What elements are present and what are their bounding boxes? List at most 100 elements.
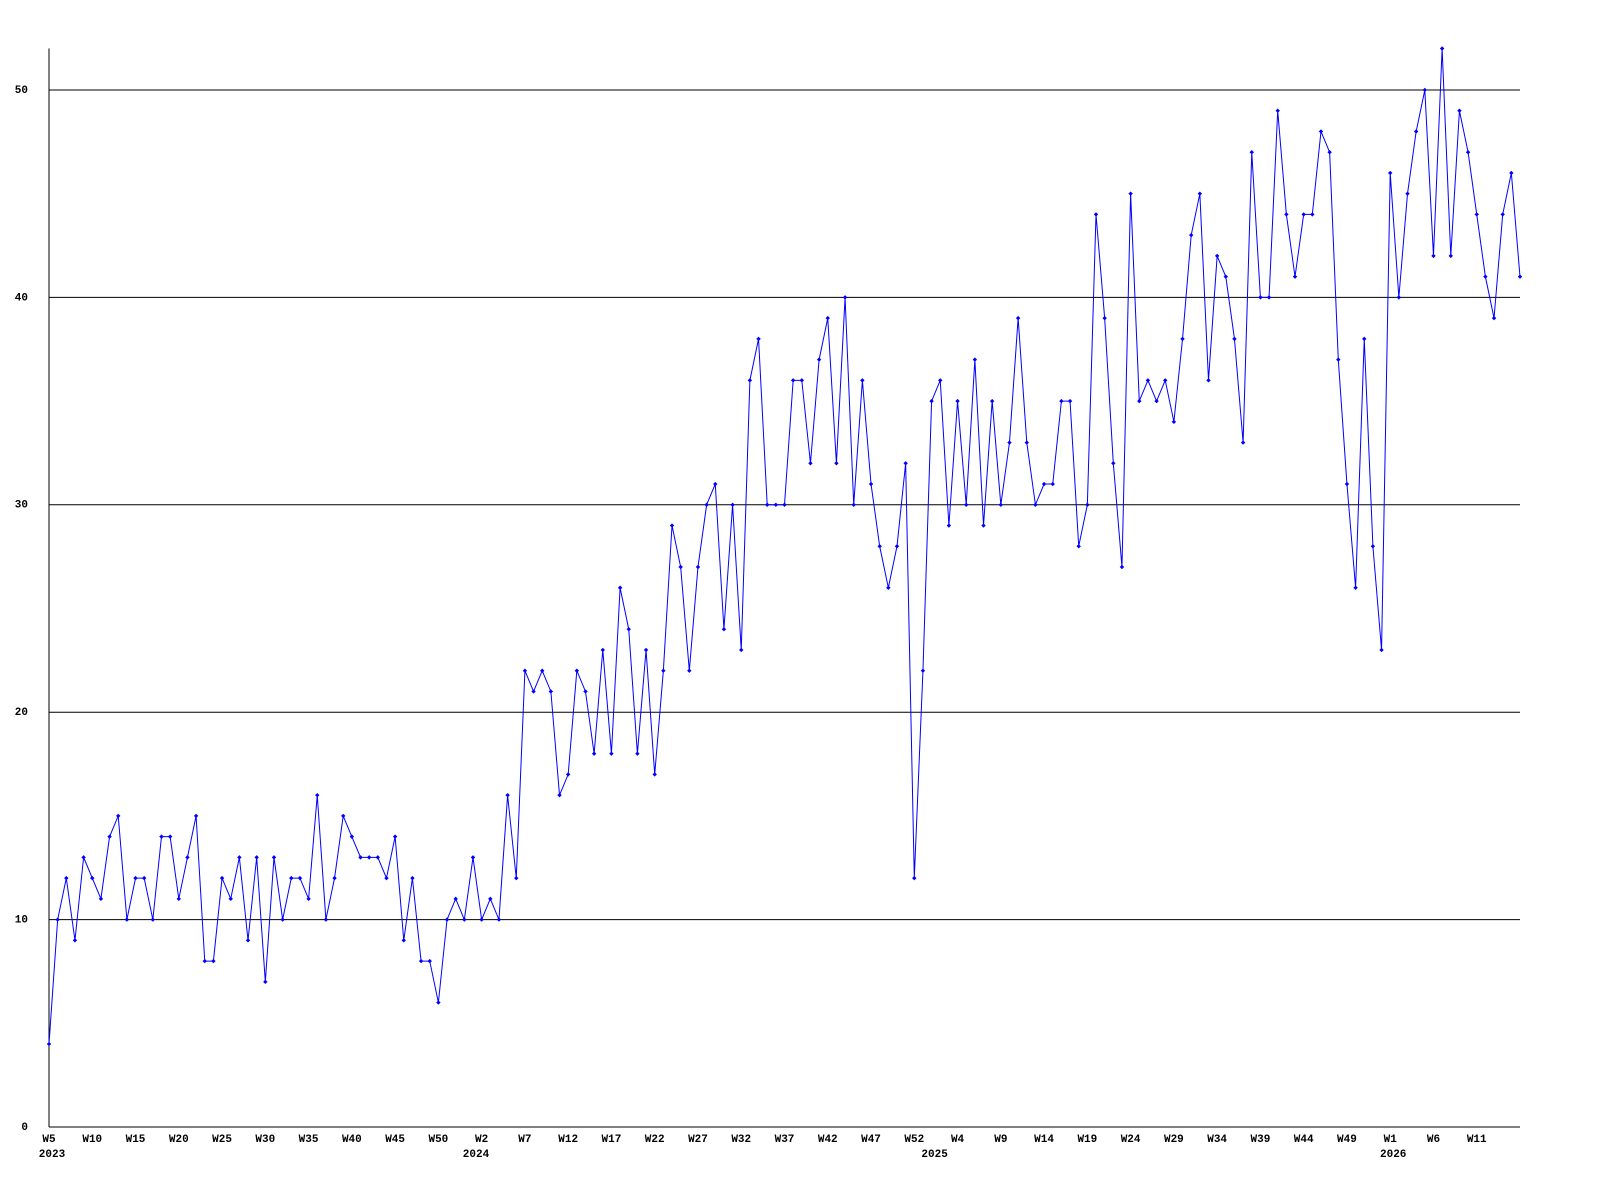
x-tick-label: W39 [1251, 1134, 1271, 1146]
y-tick-label: 0 [21, 1122, 28, 1134]
data-point [678, 564, 683, 570]
data-point [384, 875, 389, 881]
x-tick-label: W35 [299, 1134, 319, 1146]
data-point [661, 668, 666, 673]
data-point [886, 585, 891, 590]
data-point [1007, 440, 1012, 445]
data-point [1500, 212, 1505, 217]
data-point [496, 917, 502, 922]
data-point [418, 958, 424, 964]
data-line [48, 48, 1521, 1045]
x-tick-label: W27 [688, 1134, 708, 1146]
x-tick-label: W11 [1467, 1134, 1487, 1146]
data-point [1111, 461, 1116, 466]
data-point [366, 855, 372, 860]
data-point [565, 772, 571, 777]
data-point [912, 875, 917, 881]
x-tick-label: W45 [385, 1134, 405, 1146]
data-point [479, 917, 484, 922]
data-point [1388, 170, 1393, 176]
x-tick-label: W32 [731, 1134, 751, 1146]
y-tick-label: 30 [15, 500, 28, 512]
data-point [1310, 212, 1315, 217]
data-point [1041, 481, 1047, 487]
data-point [834, 461, 839, 466]
x-tick-label: W40 [342, 1134, 362, 1146]
data-point [72, 938, 78, 943]
data-point [107, 834, 112, 839]
data-point [626, 627, 631, 632]
x-year-label: 2026 [1380, 1149, 1406, 1161]
data-point [1491, 315, 1497, 321]
data-point [782, 502, 787, 507]
data-point [790, 378, 796, 383]
data-point [1232, 336, 1237, 342]
x-tick-label: W9 [994, 1134, 1007, 1146]
data-point [488, 896, 493, 902]
x-tick-label: W7 [518, 1134, 531, 1146]
data-point [721, 627, 727, 632]
data-point [1448, 253, 1453, 259]
data-point [1024, 440, 1029, 445]
data-point [1249, 150, 1254, 155]
data-point [141, 875, 147, 881]
data-point [349, 834, 355, 839]
data-point [609, 751, 614, 756]
data-point [868, 481, 874, 487]
data-point [1258, 295, 1263, 300]
data-point [401, 938, 406, 943]
data-point [669, 523, 675, 528]
data-point [938, 378, 943, 383]
data-point [1163, 378, 1168, 383]
data-point [1171, 419, 1177, 425]
data-point [574, 668, 580, 673]
data-point [306, 896, 311, 902]
x-tick-label: W12 [558, 1134, 578, 1146]
data-point [1413, 129, 1419, 134]
data-point [90, 875, 95, 881]
x-tick-label: W34 [1207, 1134, 1227, 1146]
data-point [150, 917, 156, 922]
data-point [713, 481, 718, 487]
data-point [185, 855, 190, 860]
data-point [1465, 150, 1471, 155]
data-point [263, 979, 268, 985]
data-point [920, 668, 926, 673]
data-point [410, 875, 415, 881]
data-point [946, 523, 952, 528]
data-point [427, 958, 432, 964]
x-tick-label: W24 [1121, 1134, 1141, 1146]
data-point [1327, 150, 1332, 155]
data-point [392, 834, 398, 839]
data-point [1145, 378, 1151, 383]
x-tick-label: W2 [475, 1134, 488, 1146]
data-point [436, 1000, 441, 1005]
x-tick-label: W37 [775, 1134, 795, 1146]
data-point [1301, 212, 1306, 217]
data-point [972, 357, 978, 362]
data-point [219, 875, 225, 881]
data-point [1223, 274, 1228, 279]
data-point [1457, 108, 1462, 113]
data-point [341, 813, 346, 819]
data-point [964, 502, 969, 507]
data-point [159, 834, 164, 839]
x-tick-label: W4 [951, 1134, 965, 1146]
data-point [1353, 585, 1358, 590]
x-tick-label: W15 [126, 1134, 146, 1146]
data-point [133, 875, 138, 881]
data-point [444, 917, 450, 922]
data-point [1405, 191, 1410, 196]
data-point [1240, 440, 1246, 445]
data-point [1379, 647, 1384, 653]
x-tick-label: W50 [428, 1134, 448, 1146]
x-tick-label: W42 [818, 1134, 838, 1146]
x-tick-label: W20 [169, 1134, 189, 1146]
data-point [358, 855, 363, 860]
data-point [548, 689, 554, 694]
data-point [600, 647, 605, 653]
data-point [1344, 481, 1350, 487]
y-tick-label: 40 [15, 292, 28, 304]
data-point [799, 378, 805, 383]
